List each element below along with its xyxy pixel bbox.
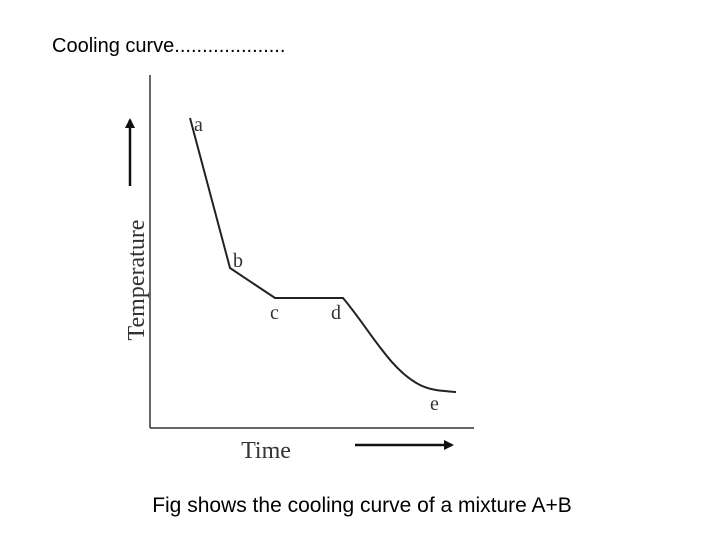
point-label: d (331, 302, 341, 324)
point-label: c (270, 302, 279, 324)
cooling-curve (189, 117, 457, 393)
y-axis-label: Temperature (124, 220, 150, 341)
caption: Fig shows the cooling curve of a mixture… (152, 494, 572, 517)
point-label: b (233, 250, 243, 272)
point-label: e (430, 393, 439, 415)
x-axis-label: Time (241, 438, 291, 464)
point-label: a (194, 114, 203, 136)
slide-title: Cooling curve.................... (52, 35, 285, 57)
